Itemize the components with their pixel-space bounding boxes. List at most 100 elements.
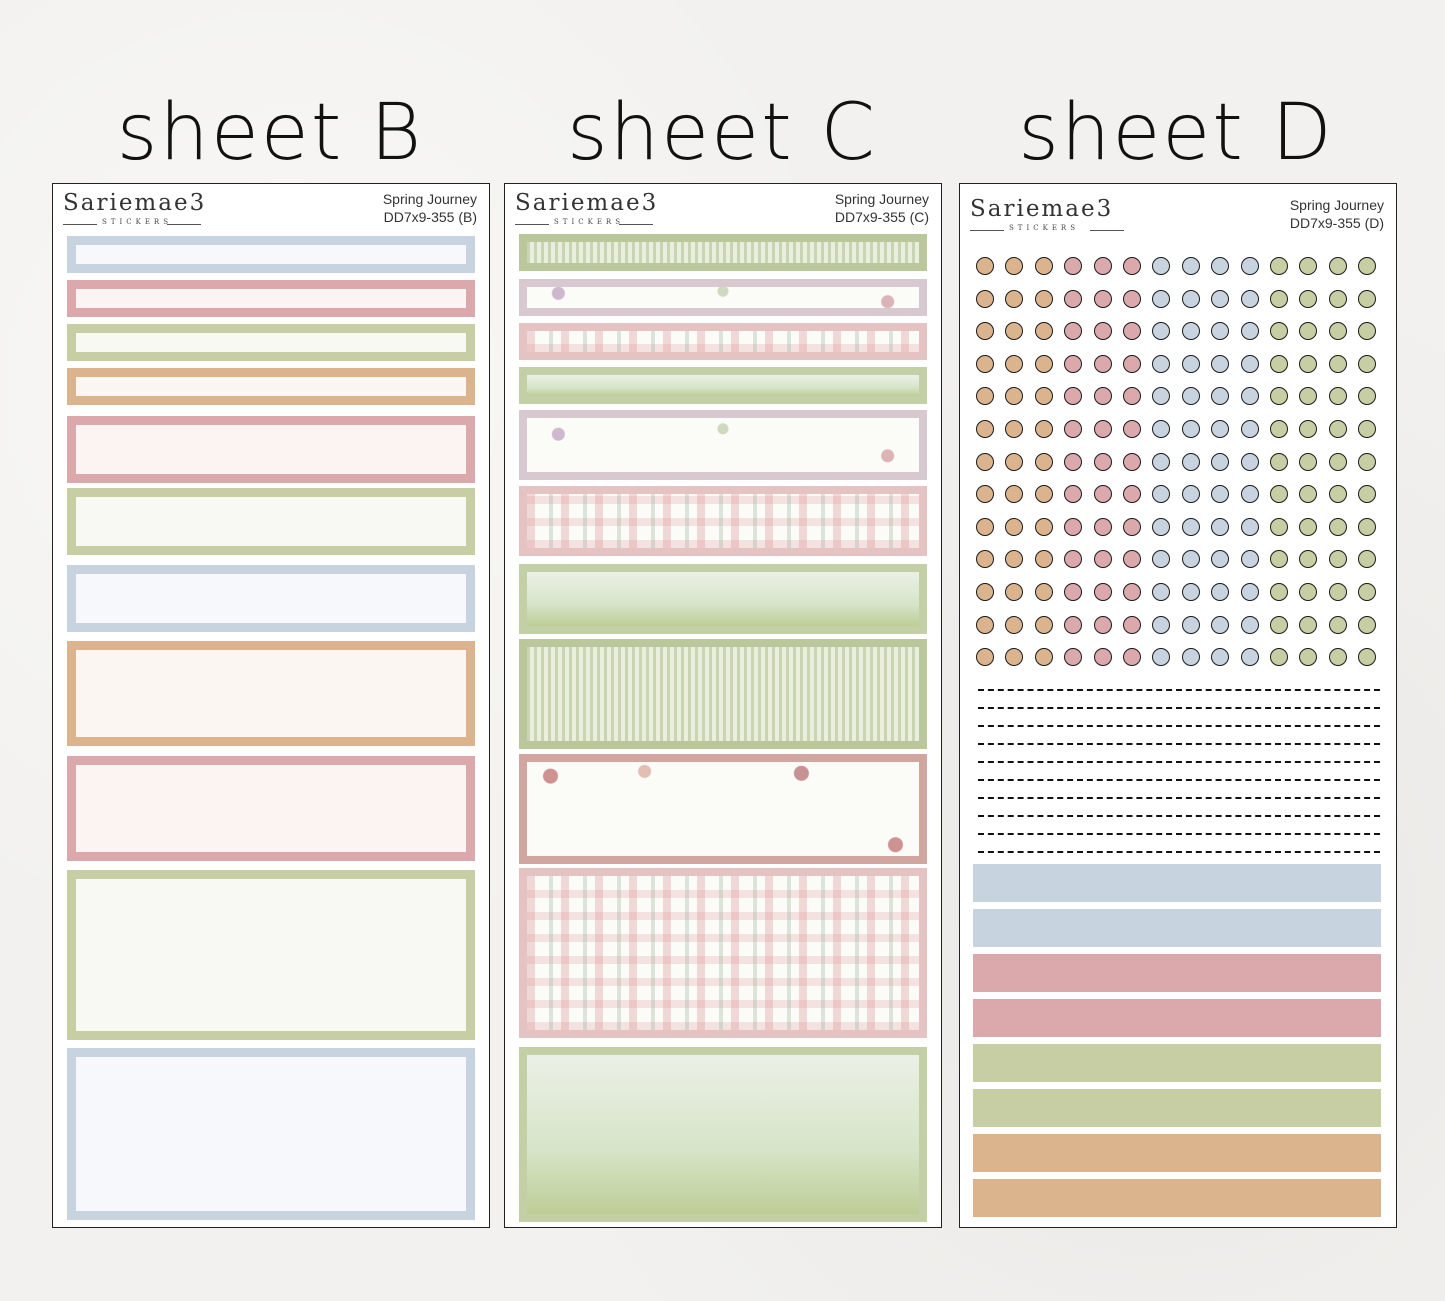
dot-sticker-pink — [1064, 485, 1083, 504]
dot-sticker-pink — [1093, 648, 1112, 667]
dot-sticker-peach — [1005, 322, 1024, 341]
patterned-sticker-plaid — [519, 868, 927, 1038]
dot-sticker-green — [1358, 354, 1377, 373]
washi-strip-peach — [973, 1179, 1381, 1217]
dot-sticker-pink — [1093, 615, 1112, 634]
patterned-sticker-floral-red — [519, 754, 927, 864]
dot-sticker-green — [1358, 289, 1377, 308]
dot-sticker-green — [1358, 452, 1377, 471]
dot-sticker-blue — [1181, 289, 1200, 308]
dot-sticker-peach — [976, 485, 994, 504]
washi-strip-blue — [973, 909, 1381, 947]
dot-sticker-green — [1328, 615, 1347, 634]
dot-sticker-green — [1270, 387, 1288, 406]
dot-sticker-green — [1328, 387, 1347, 406]
dot-sticker-blue — [1240, 322, 1259, 341]
sheet-c-title: sheet C — [567, 88, 877, 178]
dot-sticker-peach — [1034, 387, 1053, 406]
dot-sticker-pink — [1123, 354, 1141, 373]
dot-sticker-peach — [1034, 517, 1053, 536]
dot-sticker-pink — [1123, 648, 1141, 667]
dot-sticker-green — [1299, 583, 1318, 601]
dot-sticker-green — [1299, 387, 1318, 406]
dot-sticker-pink — [1123, 289, 1141, 308]
dot-sticker-green — [1270, 648, 1288, 667]
dot-sticker-peach — [1005, 485, 1024, 504]
sticker-sheet-b: Sariemae3 STICKERS Spring Journey DD7x9-… — [52, 183, 490, 1228]
dot-sticker-blue — [1240, 257, 1259, 275]
dot-sticker-peach — [976, 550, 994, 569]
dot-sticker-green — [1358, 517, 1377, 536]
dot-sticker-peach — [1034, 550, 1053, 569]
dot-sticker-green — [1358, 387, 1377, 406]
dot-sticker-pink — [1064, 420, 1083, 438]
sheet-d-title: sheet D — [1018, 88, 1334, 178]
dashed-line-sticker — [978, 743, 1380, 745]
washi-strip-green — [973, 1044, 1381, 1082]
dot-sticker-pink — [1064, 517, 1083, 536]
dot-sticker-blue — [1181, 420, 1200, 438]
dot-sticker-peach — [1034, 648, 1053, 667]
dot-sticker-peach — [1034, 615, 1053, 634]
dot-sticker-pink — [1093, 257, 1112, 275]
dot-sticker-green — [1299, 517, 1318, 536]
dot-sticker-green — [1328, 354, 1347, 373]
dot-sticker-blue — [1240, 583, 1259, 601]
sheet-code: DD7x9-355 (C) — [834, 209, 929, 225]
dot-sticker-peach — [1034, 322, 1053, 341]
dot-sticker-peach — [976, 452, 994, 471]
dot-sticker-blue — [1181, 550, 1200, 569]
sticker-box-pink — [67, 280, 475, 317]
dot-sticker-peach — [976, 289, 994, 308]
dashed-line-sticker — [978, 725, 1380, 727]
dot-sticker-pink — [1064, 615, 1083, 634]
dot-sticker-peach — [976, 322, 994, 341]
dot-sticker-green — [1328, 583, 1347, 601]
dot-sticker-blue — [1152, 322, 1171, 341]
dot-sticker-green — [1299, 615, 1318, 634]
patterned-sticker-greenery — [519, 639, 927, 749]
dot-sticker-blue — [1211, 420, 1230, 438]
dot-sticker-pink — [1123, 387, 1141, 406]
washi-strip-blue — [973, 864, 1381, 902]
sticker-box-green — [67, 870, 475, 1040]
dot-sticker-blue — [1152, 517, 1171, 536]
dot-sticker-blue — [1152, 289, 1171, 308]
dot-sticker-green — [1328, 550, 1347, 569]
dot-sticker-green — [1299, 550, 1318, 569]
dot-sticker-blue — [1181, 452, 1200, 471]
brand-tagline: STICKERS — [102, 218, 172, 226]
dot-sticker-blue — [1152, 615, 1171, 634]
dot-sticker-peach — [1005, 517, 1024, 536]
dot-sticker-peach — [976, 615, 994, 634]
dot-sticker-blue — [1240, 354, 1259, 373]
brand-rule-right — [619, 224, 653, 225]
dot-sticker-pink — [1093, 420, 1112, 438]
brand-logo: Sariemae3 — [970, 196, 1114, 222]
dot-sticker-blue — [1211, 257, 1230, 275]
dot-sticker-peach — [976, 583, 994, 601]
dot-sticker-blue — [1240, 517, 1259, 536]
dot-sticker-blue — [1211, 583, 1230, 601]
patterned-sticker-landscape — [519, 367, 927, 404]
dot-sticker-green — [1328, 322, 1347, 341]
sticker-sheet-c: Sariemae3 STICKERS Spring Journey DD7x9-… — [504, 183, 942, 1228]
dot-sticker-green — [1299, 354, 1318, 373]
dot-sticker-blue — [1211, 648, 1230, 667]
brand-rule-left — [63, 224, 97, 225]
dot-sticker-peach — [1034, 452, 1053, 471]
washi-strip-pink — [973, 954, 1381, 992]
dot-sticker-pink — [1064, 387, 1083, 406]
dot-sticker-green — [1270, 289, 1288, 308]
dot-sticker-peach — [976, 354, 994, 373]
collection-name: Spring Journey — [834, 191, 929, 207]
dot-sticker-blue — [1240, 615, 1259, 634]
patterned-sticker-floral-lilac — [519, 279, 927, 316]
dot-sticker-green — [1270, 485, 1288, 504]
dot-sticker-pink — [1093, 354, 1112, 373]
dot-sticker-green — [1328, 452, 1347, 471]
dashed-line-sticker — [978, 797, 1380, 799]
dot-sticker-green — [1270, 452, 1288, 471]
dashed-line-sticker — [978, 689, 1380, 691]
dot-sticker-pink — [1123, 550, 1141, 569]
